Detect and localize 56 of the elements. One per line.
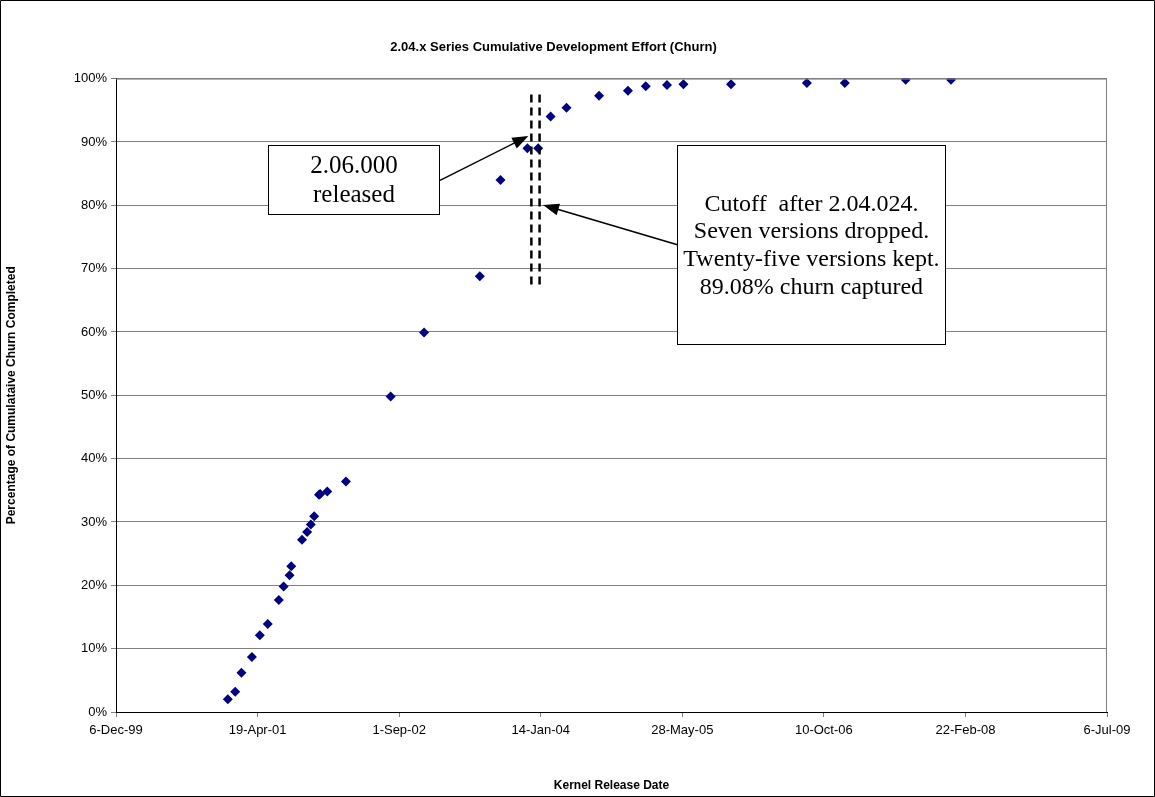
point (385, 391, 396, 402)
callout-box: 2.06.000 released (268, 145, 440, 215)
y-tick-label: 80% (80, 196, 108, 212)
point (230, 686, 241, 697)
point (246, 651, 257, 662)
x-tick-label: 1-Sep-02 (372, 722, 426, 738)
point (286, 561, 297, 572)
y-tick-label: 60% (80, 323, 108, 339)
point (594, 90, 605, 101)
x-tick-label: 10-Oct-06 (794, 722, 853, 738)
point (678, 79, 689, 90)
annotation: Cutoff after 2.04.024. Seven versions dropped. Twenty-five versions kept. 89.08% churn captured (683, 189, 940, 301)
point (273, 594, 284, 605)
point (254, 630, 265, 641)
x-tick-label: 19-Apr-01 (228, 722, 287, 738)
y-tick-label: 100% (73, 70, 108, 86)
point (640, 81, 651, 92)
y-tick-label: 30% (80, 513, 108, 529)
point (622, 85, 633, 96)
point (725, 79, 736, 90)
point (222, 694, 233, 705)
y-tick-label: 20% (80, 576, 108, 592)
x-tick-label: 6-Dec-99 (89, 722, 143, 738)
y-tick-label: 40% (80, 450, 108, 466)
chart-title: 2.04.x Series Cumulative Development Effort (Churn) (390, 39, 717, 55)
x-tick-label: 14-Jan-04 (511, 722, 570, 738)
x-tick-label: 6-Jul-09 (1083, 722, 1131, 738)
point (262, 618, 273, 629)
y-tick-label: 90% (80, 133, 108, 149)
point (561, 102, 572, 113)
x-tick-label: 28-May-05 (651, 722, 714, 738)
y-tick-label: 0% (88, 703, 108, 719)
point (302, 527, 313, 538)
annotation: 2.06.000 released (310, 151, 398, 209)
y-tick-label: 70% (80, 260, 108, 276)
point (340, 476, 351, 487)
point (322, 486, 333, 497)
point (278, 581, 289, 592)
point (801, 78, 812, 89)
y-tick-label: 10% (80, 640, 108, 656)
y-axis-title: Percentage of Cumulataive Churn Completed (3, 266, 18, 525)
point (495, 174, 506, 185)
y-tick-label: 50% (80, 386, 108, 402)
point (309, 511, 320, 522)
point (419, 327, 430, 338)
point (839, 78, 850, 89)
point (662, 79, 672, 90)
point (545, 111, 556, 122)
point (305, 519, 316, 530)
point (284, 570, 295, 581)
x-tick-label: 22-Feb-08 (935, 722, 996, 738)
point (474, 271, 485, 282)
point (297, 534, 308, 545)
point (236, 667, 247, 678)
callout-box: Cutoff after 2.04.024. Seven versions dropped. Twenty-five versions kept. 89.08% churn captured (677, 145, 946, 345)
x-axis-title: Kernel Release Date (553, 778, 670, 793)
